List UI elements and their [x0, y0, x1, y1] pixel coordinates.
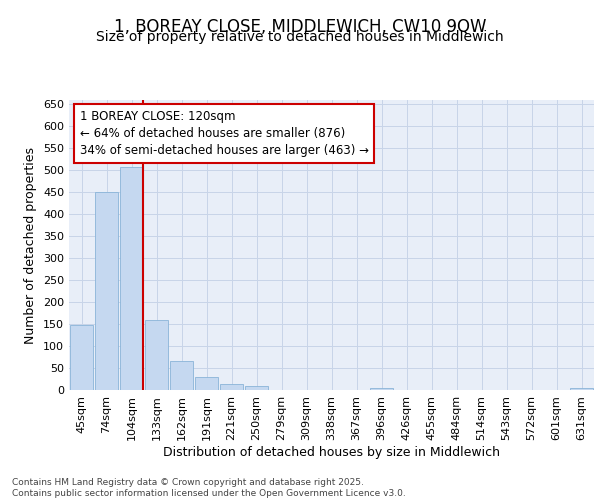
Text: 1 BOREAY CLOSE: 120sqm
← 64% of detached houses are smaller (876)
34% of semi-de: 1 BOREAY CLOSE: 120sqm ← 64% of detached…	[79, 110, 368, 157]
Bar	[70, 325, 93, 390]
Bar	[570, 388, 593, 390]
Y-axis label: Number of detached properties: Number of detached properties	[25, 146, 37, 344]
Bar	[220, 384, 243, 390]
Text: Size of property relative to detached houses in Middlewich: Size of property relative to detached ho…	[96, 30, 504, 44]
Bar	[145, 320, 168, 390]
Text: Contains HM Land Registry data © Crown copyright and database right 2025.
Contai: Contains HM Land Registry data © Crown c…	[12, 478, 406, 498]
Text: 1, BOREAY CLOSE, MIDDLEWICH, CW10 9QW: 1, BOREAY CLOSE, MIDDLEWICH, CW10 9QW	[114, 18, 486, 36]
Bar	[120, 167, 143, 390]
Bar	[95, 192, 118, 390]
Bar	[195, 378, 218, 390]
Bar	[170, 360, 193, 390]
Bar	[370, 388, 393, 390]
X-axis label: Distribution of detached houses by size in Middlewich: Distribution of detached houses by size …	[163, 446, 500, 458]
Bar	[245, 386, 268, 390]
